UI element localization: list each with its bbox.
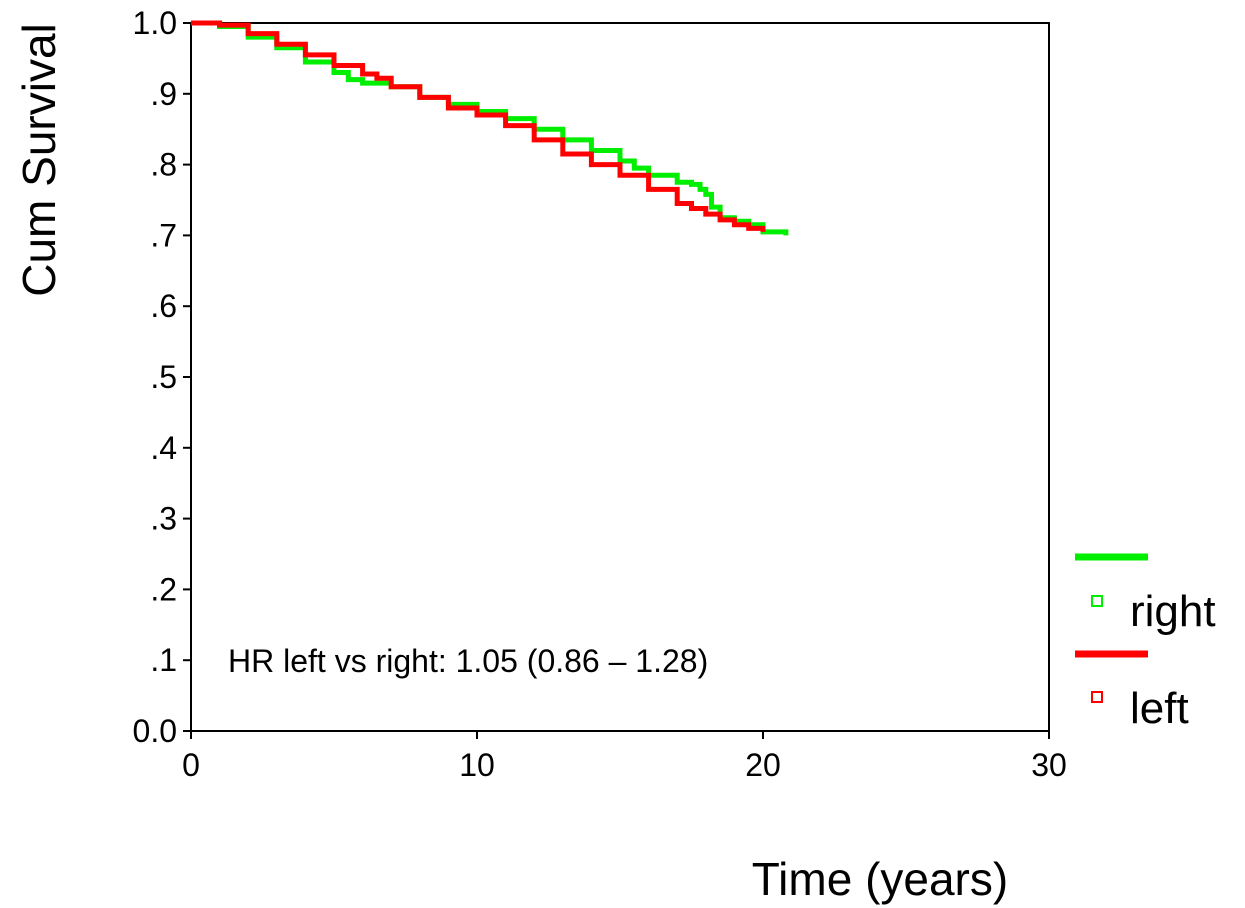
legend-marker-right [1091, 595, 1103, 607]
x-axis-title: Time (years) [752, 853, 1008, 905]
y-axis-ticks: 0.0 .1 .2 .3 .4 .5 .6 .7 .8 .9 1.0 [133, 5, 191, 749]
y-tick-label: 1.0 [133, 5, 177, 41]
x-tick-label: 20 [745, 747, 781, 783]
y-tick-label: .2 [150, 571, 177, 607]
y-tick-label: .5 [150, 359, 177, 395]
x-tick-label: 10 [459, 747, 495, 783]
hazard-ratio-annotation: HR left vs right: 1.05 (0.86 – 1.28) [228, 643, 708, 679]
y-tick-label: .1 [150, 642, 177, 678]
legend-label-right: right [1130, 587, 1216, 636]
legend-marker-left [1091, 691, 1103, 703]
x-axis-ticks: 0 10 20 30 [182, 731, 1067, 783]
x-tick-label: 30 [1031, 747, 1067, 783]
legend-label-left: left [1130, 684, 1189, 733]
y-tick-label: .9 [150, 76, 177, 112]
series-layer [191, 20, 789, 236]
y-tick-label: .3 [150, 501, 177, 537]
y-tick-label: .7 [150, 217, 177, 253]
y-tick-label: .4 [150, 430, 177, 466]
y-axis-title: Cum Survival [13, 23, 65, 297]
y-tick-label: 0.0 [133, 713, 177, 749]
plot-area: 0.0 .1 .2 .3 .4 .5 .6 .7 .8 .9 1.0 0 10 20 30 [133, 5, 1067, 783]
series-line-right [191, 20, 789, 236]
y-tick-label: .8 [150, 147, 177, 183]
legend: right left [1075, 553, 1216, 733]
plot-frame [190, 22, 1050, 732]
x-tick-label: 0 [182, 747, 200, 783]
y-tick-label: .6 [150, 288, 177, 324]
series-line-left [191, 20, 766, 232]
